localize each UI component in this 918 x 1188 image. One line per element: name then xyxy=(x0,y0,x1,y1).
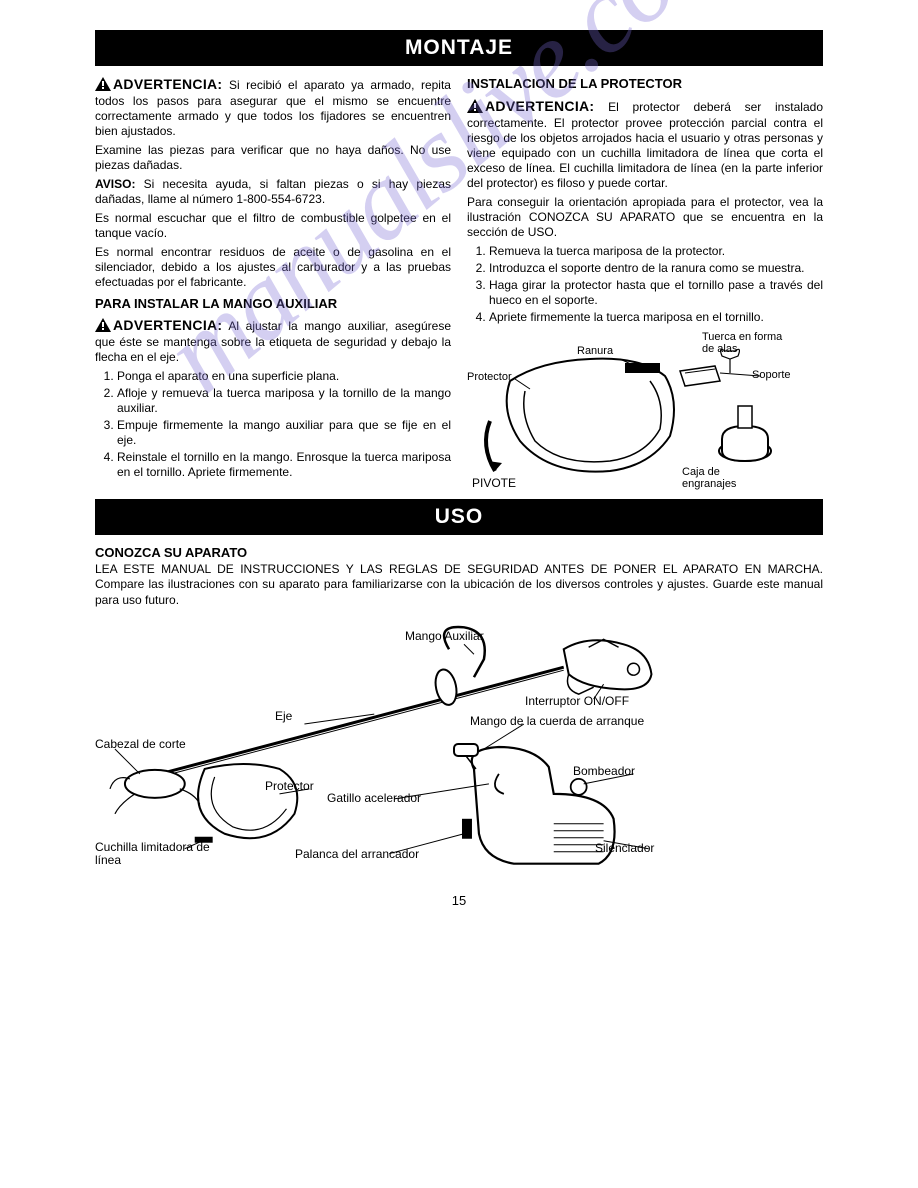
label-caja: Caja de engranajes xyxy=(682,466,752,490)
label-eje: Eje xyxy=(275,709,292,723)
conozca-head: CONOZCA SU APARATO xyxy=(95,545,823,560)
normal2-para: Es normal encontrar residuos de aceite o… xyxy=(95,245,451,290)
montaje-header: MONTAJE xyxy=(95,30,823,66)
warning-icon xyxy=(95,77,111,91)
subhead-mango: PARA INSTALAR LA MANGO AUXILIAR xyxy=(95,296,451,312)
label-palanca: Palanca del arrancador xyxy=(295,847,419,861)
right-step: Haga girar la protector hasta que el tor… xyxy=(489,278,823,308)
right-steps: Remueva la tuerca mariposa de la protect… xyxy=(467,244,823,325)
aviso-label: AVISO: xyxy=(95,177,135,191)
aviso-para: AVISO: Si necesita ayuda, si faltan piez… xyxy=(95,177,451,207)
label-bombeador: Bombeador xyxy=(573,764,635,778)
left-step: Afloje y remueva la tuerca mariposa y la… xyxy=(117,386,451,416)
label-protector2: Protector xyxy=(265,779,314,793)
label-mango-cuerda: Mango de la cuerda de arranque xyxy=(470,714,644,728)
label-interruptor: Interruptor ON/OFF xyxy=(525,694,629,708)
label-mango-aux: Mango Auxiliar xyxy=(405,629,484,643)
warn1-label: ADVERTENCIA: xyxy=(113,76,222,92)
instalacion-head: INSTALACION DE LA PROTECTOR xyxy=(467,76,823,92)
left-steps: Ponga el aparato en una superficie plana… xyxy=(95,369,451,480)
warn2-label: ADVERTENCIA: xyxy=(113,317,222,333)
left-step: Ponga el aparato en una superficie plana… xyxy=(117,369,451,384)
label-pivote: PIVOTE xyxy=(472,476,516,491)
label-tuerca: Tuerca en forma de alas xyxy=(702,331,797,355)
page-number: 15 xyxy=(452,893,466,908)
warning-icon xyxy=(467,99,483,113)
right-step: Remueva la tuerca mariposa de la protect… xyxy=(489,244,823,259)
label-silenciador: Silenciador xyxy=(595,841,654,855)
right-step: Apriete firmemente la tuerca mariposa en… xyxy=(489,310,823,325)
examine-para: Examine las piezas para verificar que no… xyxy=(95,143,451,173)
left-step: Empuje firmemente la mango auxiliar para… xyxy=(117,418,451,448)
left-step: Reinstale el tornillo en la mango. Enros… xyxy=(117,450,451,480)
label-protector: Protector xyxy=(467,371,512,385)
shield-diagram: Ranura Tuerca en forma de alas Soporte P… xyxy=(467,331,823,491)
normal1-para: Es normal escuchar que el filtro de comb… xyxy=(95,211,451,241)
montaje-left-col: ADVERTENCIA: Si recibió el aparato ya ar… xyxy=(95,76,451,491)
label-ranura: Ranura xyxy=(577,345,613,359)
warning-icon xyxy=(95,318,111,332)
label-cuchilla: Cuchilla limitadora de línea xyxy=(95,841,215,867)
label-gatillo: Gatillo acelerador xyxy=(327,791,421,805)
warn1-para: ADVERTENCIA: Si recibió el aparato ya ar… xyxy=(95,76,451,139)
montaje-right-col: INSTALACION DE LA PROTECTOR ADVERTENCIA:… xyxy=(467,76,823,491)
orient-para: Para conseguir la orientación apropiada … xyxy=(467,195,823,240)
trimmer-diagram: Mango Auxiliar Eje Interruptor ON/OFF Ca… xyxy=(95,619,823,869)
warn3-label: ADVERTENCIA: xyxy=(485,98,594,114)
label-soporte: Soporte xyxy=(752,369,791,383)
warn3-para: ADVERTENCIA: El protector deberá ser ins… xyxy=(467,98,823,191)
aviso-text: Si necesita ayuda, si faltan piezas o si… xyxy=(95,177,451,206)
warn2-para: ADVERTENCIA: Al ajustar la mango auxilia… xyxy=(95,317,451,365)
label-cabezal: Cabezal de corte xyxy=(95,737,186,751)
montaje-columns: ADVERTENCIA: Si recibió el aparato ya ar… xyxy=(95,76,823,491)
trimmer-svg xyxy=(95,619,823,869)
right-step: Introduzca el soporte dentro de la ranur… xyxy=(489,261,823,276)
uso-header: USO xyxy=(95,499,823,535)
uso-intro: LEA ESTE MANUAL DE INSTRUCCIONES Y LAS R… xyxy=(95,562,823,609)
